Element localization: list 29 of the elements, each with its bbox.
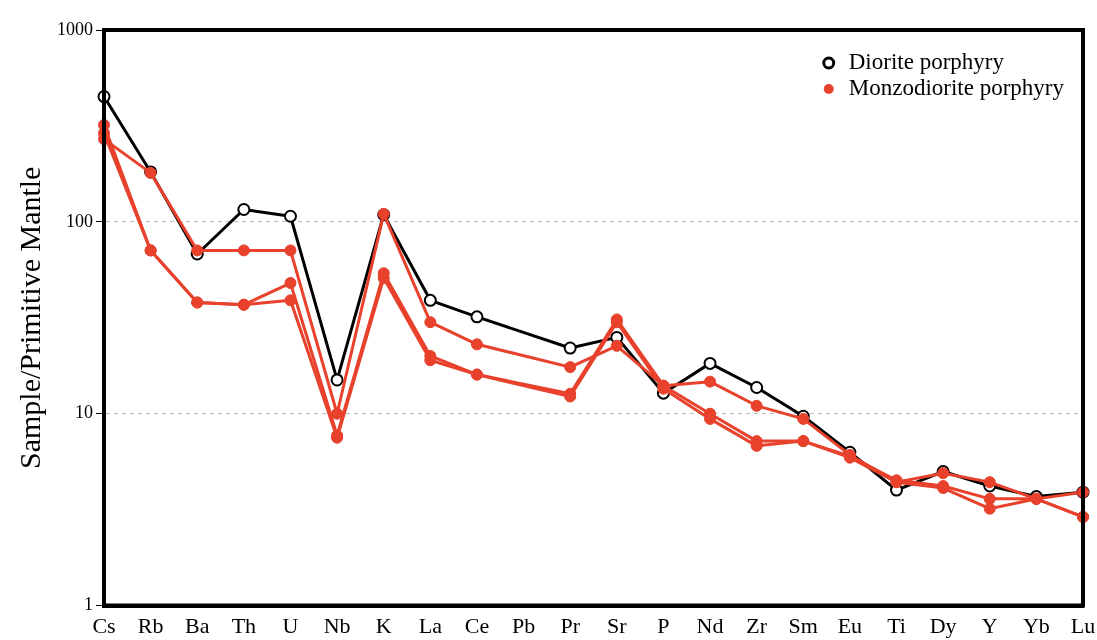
y-tick-label: 10 bbox=[75, 402, 93, 423]
x-tick-label: Lu bbox=[1070, 612, 1096, 638]
x-tick-label: Rb bbox=[137, 612, 164, 638]
x-tick-label: Yb bbox=[1022, 612, 1050, 638]
x-tick-label: Y bbox=[981, 612, 998, 638]
y-tick-label: 1000 bbox=[57, 18, 93, 39]
x-tick-label: Pb bbox=[511, 612, 536, 638]
x-tick-label: Th bbox=[231, 612, 257, 638]
x-tick-label: U bbox=[282, 612, 299, 638]
x-tick-label: Ti bbox=[887, 612, 906, 638]
x-tick-label: La bbox=[418, 612, 443, 638]
x-tick-label: Eu bbox=[837, 612, 863, 638]
x-tick-label: Ce bbox=[464, 612, 490, 638]
legend-label: Diorite porphyry bbox=[848, 49, 1005, 75]
x-tick-label: Sm bbox=[788, 612, 818, 638]
x-tick-label: Sr bbox=[607, 612, 628, 638]
x-tick-label: Nd bbox=[696, 612, 724, 638]
y-axis-title: Sample/Primitive Mantle bbox=[12, 166, 46, 470]
y-tick-label: 100 bbox=[66, 210, 93, 231]
x-tick-label: Pr bbox=[560, 612, 581, 638]
y-tick-label: 1 bbox=[84, 594, 93, 615]
x-tick-label: P bbox=[657, 612, 670, 638]
legend-label: Monzodiorite porphyry bbox=[848, 75, 1065, 101]
x-tick-label: K bbox=[375, 612, 392, 638]
x-tick-label: Ba bbox=[185, 612, 210, 638]
x-tick-label: Cs bbox=[92, 612, 116, 638]
x-tick-label: Zr bbox=[746, 612, 768, 638]
x-tick-label: Dy bbox=[929, 612, 957, 638]
x-tick-label: Nb bbox=[323, 612, 351, 638]
